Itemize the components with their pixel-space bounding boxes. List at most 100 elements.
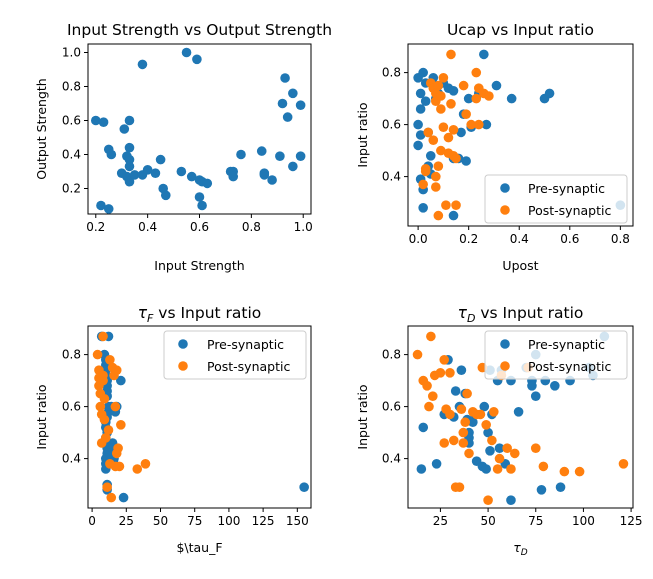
- post-synaptic-point: [436, 145, 446, 156]
- legend-marker-post: [178, 361, 188, 371]
- post-synaptic-point: [423, 127, 434, 138]
- legend: Pre-synaptic Post-synaptic: [163, 330, 307, 380]
- post-synaptic-point: [462, 388, 472, 399]
- x-tick-label: 0.2: [86, 220, 105, 234]
- data-point: [160, 190, 171, 201]
- post-synaptic-point: [618, 459, 629, 469]
- data-point: [186, 171, 197, 182]
- post-synaptic-point: [433, 210, 444, 221]
- post-synaptic-point: [446, 99, 456, 109]
- legend: Pre-synaptic Post-synaptic: [484, 330, 628, 380]
- x-tick-label: 0.8: [611, 232, 630, 246]
- x-tick-label: 75: [528, 514, 543, 528]
- pre-synaptic-point: [299, 482, 309, 493]
- post-synaptic-point: [574, 466, 585, 477]
- legend-box: [163, 330, 307, 380]
- post-synaptic-point: [140, 459, 151, 469]
- post-synaptic-point: [448, 435, 459, 446]
- plot-frame: [407, 325, 634, 509]
- post-synaptic-point: [464, 448, 474, 459]
- data-point: [288, 161, 298, 172]
- plot-title: Ucap vs Input ratio: [447, 21, 594, 39]
- y-tick-label: 0.8: [62, 348, 81, 362]
- post-synaptic-point: [92, 349, 103, 360]
- pre-synaptic-point: [450, 386, 461, 396]
- x-tick-label: 25: [119, 514, 134, 528]
- post-synaptic-point: [458, 438, 469, 448]
- x-tick-label: 50: [480, 514, 495, 528]
- pre-synaptic-point: [418, 203, 428, 213]
- post-synaptic-point: [98, 375, 108, 386]
- pre-synaptic-point: [506, 93, 517, 104]
- pre-synaptic-point: [418, 422, 429, 433]
- x-tick-label: 0.4: [510, 232, 529, 246]
- post-synaptic-point: [433, 80, 444, 91]
- x-tick-label: 0.8: [242, 220, 261, 234]
- y-tick-label: 0.8: [382, 348, 401, 362]
- pre-synaptic-point: [456, 365, 467, 376]
- data-point: [295, 151, 306, 161]
- data-point: [106, 149, 117, 160]
- pre-synaptic-point: [527, 381, 537, 391]
- pre-synaptic-point: [550, 381, 560, 391]
- y-tick-label: 0.4: [382, 170, 401, 184]
- pre-synaptic-point: [415, 104, 426, 114]
- data-point: [98, 117, 109, 127]
- post-synaptic-point: [443, 132, 454, 143]
- post-synaptic-point: [99, 414, 110, 425]
- pre-synaptic-point: [463, 93, 474, 104]
- post-synaptic-point: [530, 443, 541, 454]
- post-synaptic-point: [458, 427, 469, 438]
- post-synaptic-point: [489, 407, 499, 417]
- data-point: [256, 146, 267, 156]
- legend-marker-pre: [500, 183, 510, 193]
- legend-marker-pre: [500, 339, 510, 349]
- data-point: [275, 151, 285, 161]
- x-tick-label: 1.0: [294, 220, 313, 234]
- post-synaptic-point: [436, 104, 446, 114]
- data-point: [119, 124, 130, 134]
- pre-synaptic-point: [536, 485, 547, 495]
- post-synaptic-point: [110, 401, 121, 412]
- pre-synaptic-point: [118, 492, 129, 503]
- post-synaptic-point: [116, 420, 126, 430]
- legend-label-pre: Pre-synaptic: [528, 181, 605, 196]
- panel-ucap-vs-input-ratio: Ucap vs Input ratio 0.0 0.2 0.4 0.6 0.80.40.…: [355, 21, 634, 273]
- post-synaptic-point: [103, 425, 114, 435]
- data-point: [124, 176, 135, 187]
- post-synaptic-point: [422, 381, 432, 391]
- post-synaptic-point: [95, 401, 106, 412]
- post-synaptic-point: [484, 91, 494, 101]
- pre-synaptic-point: [491, 80, 502, 91]
- y-axis-label: Input ratio: [34, 384, 49, 449]
- data-point: [259, 168, 270, 178]
- data-point: [90, 115, 101, 126]
- pre-synaptic-point: [425, 151, 436, 161]
- post-synaptic-point: [439, 438, 450, 448]
- pre-synaptic-point: [448, 86, 459, 96]
- data-point: [277, 98, 288, 109]
- post-synaptic-point: [456, 404, 467, 415]
- post-synaptic-point: [438, 122, 449, 132]
- panel-tau-d-vs-input-ratio: τD vs Input ratio 25 50 75 100 1250.40.60.8 …: [355, 304, 643, 558]
- x-tick-label: 125: [620, 514, 643, 528]
- pre-synaptic-point: [481, 464, 491, 474]
- post-synaptic-point: [475, 409, 486, 420]
- x-tick-label: 100: [572, 514, 595, 528]
- post-synaptic-point: [98, 331, 108, 342]
- post-synaptic-point: [427, 391, 438, 402]
- post-synaptic-point: [446, 49, 456, 60]
- post-synaptic-point: [111, 365, 122, 376]
- data-point: [124, 142, 135, 153]
- post-synaptic-point: [454, 482, 465, 493]
- post-synaptic-point: [438, 73, 449, 83]
- pre-synaptic-point: [431, 459, 442, 469]
- data-point: [267, 175, 277, 185]
- data-point: [124, 115, 135, 126]
- pre-synaptic-point: [485, 446, 495, 456]
- data-point: [295, 100, 306, 110]
- y-axis-label: Input ratio: [355, 384, 370, 449]
- pre-synaptic-point: [116, 375, 126, 386]
- pre-synaptic-point: [506, 495, 516, 506]
